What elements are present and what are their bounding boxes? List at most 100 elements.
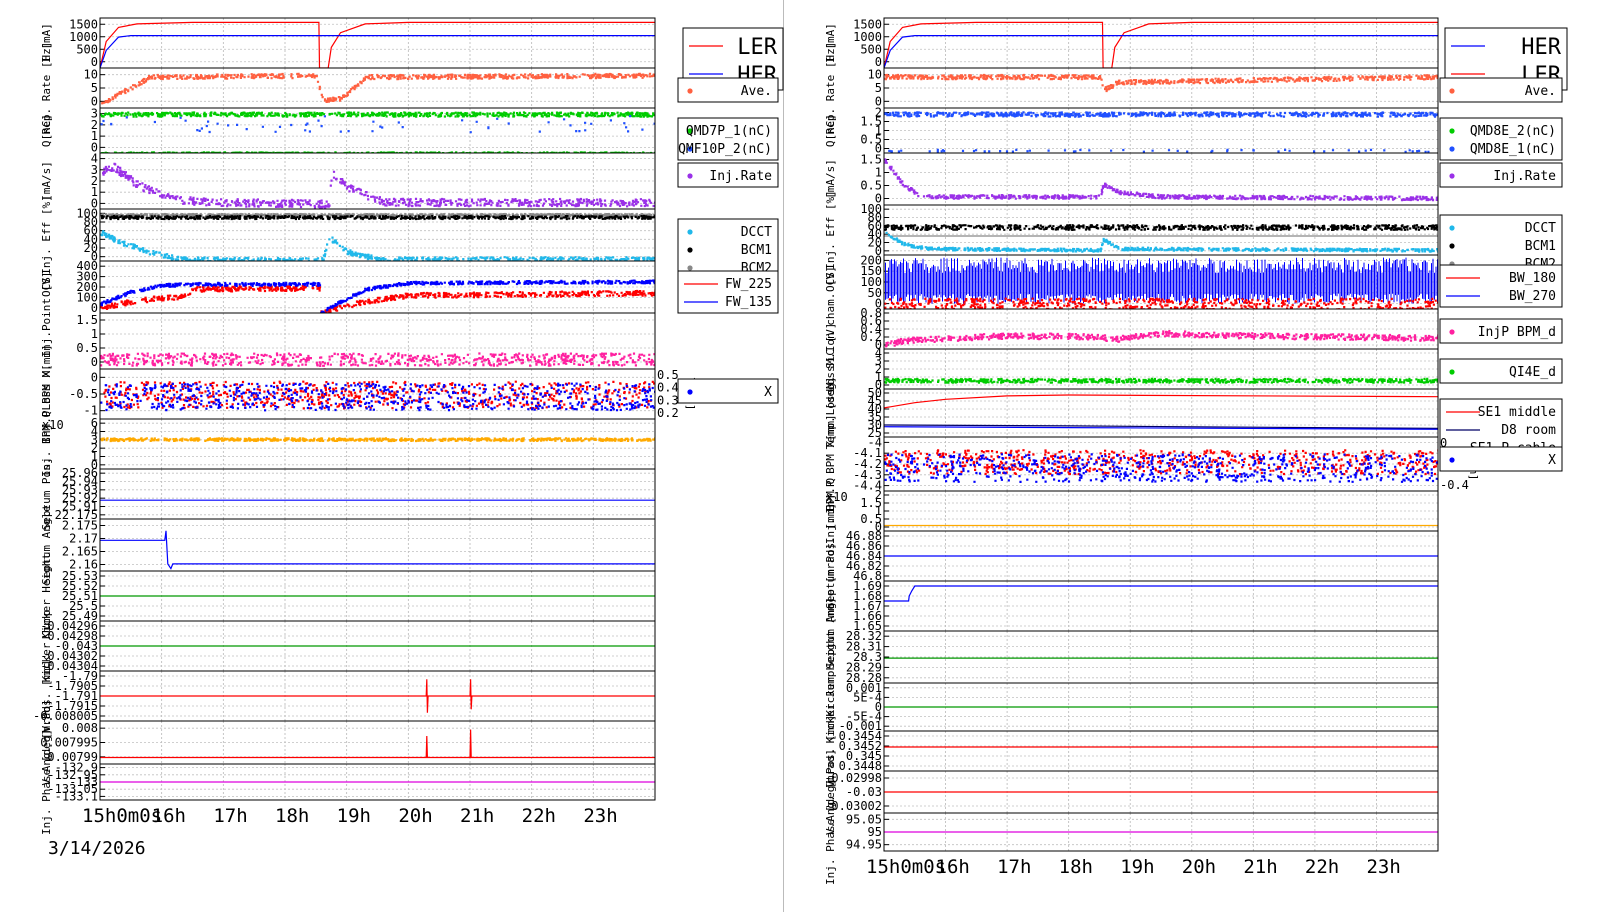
series-d8-room	[884, 424, 1438, 429]
y-tick-label: 50	[868, 386, 882, 400]
y-tick-label: -1.791	[55, 689, 98, 703]
y-tick-label: 150	[860, 264, 882, 278]
y-tick-label: 500	[860, 42, 882, 56]
y-tick-label: 95.05	[846, 812, 882, 826]
y-tick-label: 28.31	[846, 640, 882, 654]
series-group	[884, 21, 1438, 68]
legend-box	[1439, 318, 1563, 344]
y-tick-label: -0.02998	[824, 771, 882, 785]
y-tick-label: 0.2	[860, 330, 882, 344]
y-tick-label: 500	[76, 42, 98, 56]
legend-box	[1439, 358, 1563, 384]
series-trace	[100, 437, 655, 443]
series-inj-rate	[884, 158, 1438, 202]
legend-swatch	[1449, 88, 1455, 94]
legend-box	[1439, 162, 1563, 188]
y-tick-label: -4.2	[853, 457, 882, 471]
y-tick-label: -4	[868, 435, 882, 449]
y-axis-label: V.Pos. [mm]	[824, 715, 837, 788]
series-trace	[100, 679, 655, 713]
legend-label: D8 room	[1501, 423, 1556, 438]
y-tick-label: 25.49	[62, 609, 98, 623]
y-tick-label: 25.51	[62, 589, 98, 603]
y-tick-label: 40	[84, 232, 98, 246]
y-tick-label: 1.5	[860, 153, 882, 167]
y-tick-label: 46.82	[846, 559, 882, 573]
y-tick-label: -132.9	[55, 761, 98, 775]
x-tick-label: 21h	[460, 805, 494, 827]
y-tick-label: 0	[875, 338, 882, 352]
y-tick-label: 0	[91, 355, 98, 369]
y-tick-label: -5E-4	[846, 710, 882, 724]
y-tick-label: 0	[875, 142, 882, 156]
y-tick-label: 80	[84, 215, 98, 229]
y2-tick-label: 0.2	[657, 406, 679, 420]
y-tick-label: 3	[91, 163, 98, 177]
y-axis-label: Inj. BPM Q	[40, 411, 53, 477]
y-tick-label: 1	[91, 129, 98, 143]
x-tick-label: 18h	[275, 805, 309, 827]
series-group	[100, 213, 655, 261]
y-tick-label: 5	[875, 81, 882, 95]
y-tick-label: -0.03002	[824, 799, 882, 813]
y-tick-label: -132.95	[47, 768, 98, 782]
series-group	[884, 257, 1438, 309]
y-tick-label: 6	[91, 416, 98, 430]
legend-label: X	[1548, 453, 1556, 468]
series-trace	[884, 449, 1438, 476]
y-tick-label: 60	[84, 224, 98, 238]
legend-swatch	[687, 88, 693, 94]
y-tick-label: 1	[875, 504, 882, 518]
series-group	[100, 279, 655, 313]
panel-frame	[883, 730, 1439, 772]
y2-tick-label: 0.5	[657, 368, 679, 382]
legend-swatch	[1449, 329, 1455, 335]
y-tick-label: -0.03	[846, 785, 882, 799]
y-axis-label: Rep. Rate [Hz]	[40, 42, 53, 135]
y-axis-label: OCS	[824, 272, 837, 292]
panel-3: 1.510.50 [mA/s] Inj.Rate	[824, 152, 1563, 206]
y-tick-label: 0.5	[860, 133, 882, 147]
y-axis-label: Septum Pos. [mm]	[824, 503, 837, 609]
y-axis-label: [mA/s]	[824, 159, 837, 199]
legend-box	[677, 270, 779, 314]
series-group	[100, 111, 655, 153]
y-tick-label: -0.04302	[40, 649, 98, 663]
legend-label: HER	[1521, 35, 1561, 60]
legend-swatch	[687, 128, 693, 134]
x-tick-label: 19h	[1120, 856, 1154, 878]
y-tick-label: 94.95	[846, 838, 882, 852]
y-axis-label: Q[nC]	[824, 114, 837, 147]
y-tick-label: 0.5	[860, 179, 882, 193]
series-inj-rate	[102, 162, 655, 209]
y-tick-label: 400	[76, 259, 98, 273]
y-axis-label: Inj. Phase [deg]	[824, 779, 837, 885]
legend-label: BW_270	[1509, 289, 1556, 304]
series-bcm1	[100, 214, 655, 221]
y-tick-label: 0.3452	[839, 739, 882, 753]
y-tick-label: 0	[875, 55, 882, 69]
y-tick-label: 22.175	[55, 508, 98, 522]
y-tick-label: -0.001	[839, 719, 882, 733]
y-tick-label: 0	[91, 140, 98, 154]
y-tick-label: -0.008005	[33, 709, 98, 723]
y-tick-label: -4.3	[853, 468, 882, 482]
series-fw-135	[100, 279, 655, 313]
y-tick-label: 3	[91, 107, 98, 121]
y-tick-label: 1	[875, 370, 882, 384]
series-trace	[100, 729, 655, 759]
legend-swatch	[1449, 243, 1455, 249]
panel-12: -0.04296-0.04298-0.043-0.04302-0.04304Ki…	[40, 610, 656, 682]
y-tick-label: 0.007995	[40, 736, 98, 750]
y-tick-label: 100	[76, 206, 98, 220]
y-tick-label: -4.4	[853, 479, 882, 493]
series-qmd7p-1-nc-	[100, 111, 655, 118]
y-tick-label: 95	[868, 825, 882, 839]
series-group	[100, 729, 655, 759]
y-tick-label: 28.32	[846, 629, 882, 643]
y-tick-label: 20	[868, 236, 882, 250]
